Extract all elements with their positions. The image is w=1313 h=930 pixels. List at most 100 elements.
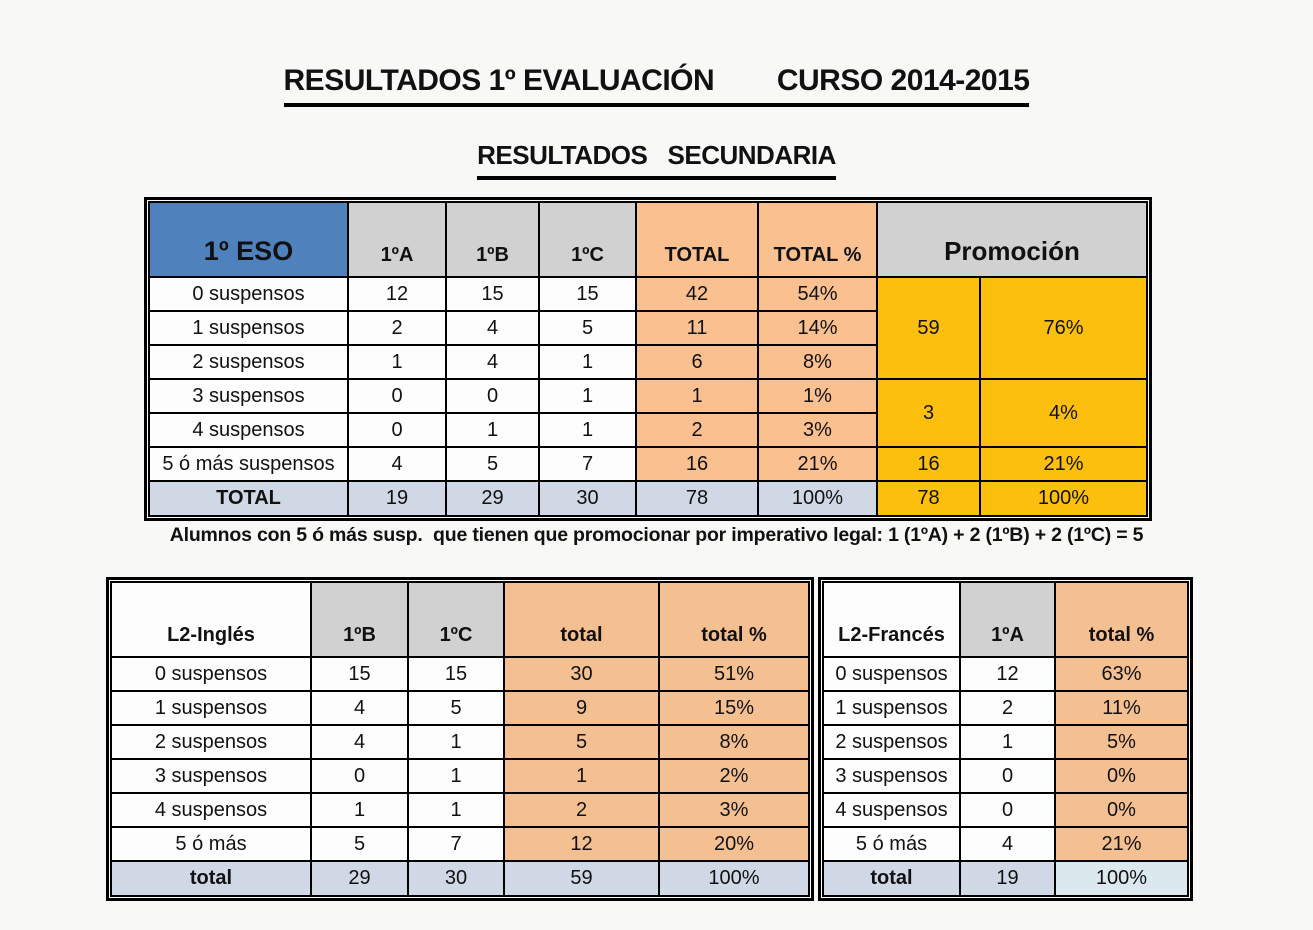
cell-total-pct: 0% bbox=[1054, 792, 1189, 828]
cell-total-pct: 54% bbox=[757, 276, 878, 312]
promo-pct-block: 21% bbox=[979, 446, 1148, 482]
cell-1a: 2 bbox=[347, 310, 447, 346]
cell-1c: 7 bbox=[407, 826, 505, 862]
cell-1a: 4 bbox=[347, 446, 447, 482]
promo-count-block: 3 bbox=[876, 378, 981, 448]
row-label: 4 suspensos bbox=[148, 412, 349, 448]
cell-total-pct: 51% bbox=[658, 656, 810, 692]
cell-1c: 15 bbox=[538, 276, 637, 312]
cell-1c: 1 bbox=[407, 792, 505, 828]
table-row: 2 suspensos 1 4 1 6 8% bbox=[148, 344, 1147, 380]
total-row: TOTAL 19 29 30 78 100% 78 100% bbox=[148, 480, 1148, 517]
table-row: 0 suspensos 15 15 30 51% bbox=[110, 656, 810, 692]
cell-1c: 5 bbox=[407, 690, 505, 726]
page-subtitle-text: RESULTADOS SECUNDARIA bbox=[477, 140, 836, 180]
cell-total-pct: 8% bbox=[757, 344, 878, 380]
total-row: total 19 100% bbox=[822, 860, 1189, 897]
cell-1a: 4 bbox=[959, 826, 1056, 862]
english-results-table: L2-Inglés 1ºB 1ºC total total % 0 suspen… bbox=[106, 577, 814, 901]
cell-1a: 0 bbox=[347, 412, 447, 448]
table-row: 3 suspensos 0 1 1 2% bbox=[110, 758, 810, 794]
row-label: 3 suspensos bbox=[110, 758, 312, 794]
cell-1b: 0 bbox=[445, 378, 540, 414]
cell-total-1c: 30 bbox=[407, 860, 505, 897]
total-row-label: TOTAL bbox=[148, 480, 349, 517]
table-row: 5 ó más 4 21% bbox=[822, 826, 1189, 862]
cell-total: 11 bbox=[635, 310, 759, 346]
promo-total-pct: 100% bbox=[979, 480, 1148, 517]
row-label: 0 suspensos bbox=[110, 656, 312, 692]
cell-1b: 4 bbox=[445, 344, 540, 380]
cell-1a: 0 bbox=[959, 792, 1056, 828]
cell-1b: 15 bbox=[445, 276, 540, 312]
cell-1a: 12 bbox=[347, 276, 447, 312]
row-label: 5 ó más suspensos bbox=[148, 446, 349, 482]
cell-1c: 5 bbox=[538, 310, 637, 346]
cell-1b: 15 bbox=[310, 656, 409, 692]
cell-total: 5 bbox=[503, 724, 660, 760]
promo-total-count: 78 bbox=[876, 480, 981, 517]
row-label: 3 suspensos bbox=[148, 378, 349, 414]
cell-total: 6 bbox=[635, 344, 759, 380]
table-row: 5 ó más suspensos 4 5 7 16 21% 16 21% bbox=[148, 446, 1148, 482]
row-label: 2 suspensos bbox=[110, 724, 312, 760]
row-label: 5 ó más bbox=[822, 826, 961, 862]
col-header-total-pct: total % bbox=[658, 581, 810, 658]
cell-1b: 4 bbox=[310, 690, 409, 726]
cell-1c: 1 bbox=[407, 758, 505, 794]
cell-total-pct: 20% bbox=[658, 826, 810, 862]
eso-results-table: 1º ESO 1ºA 1ºB 1ºC TOTAL TOTAL % Promoci… bbox=[144, 197, 1152, 521]
cell-1b: 0 bbox=[310, 758, 409, 794]
cell-1b: 5 bbox=[445, 446, 540, 482]
table-row: 3 suspensos 0 0% bbox=[822, 758, 1189, 794]
corner-header-french: L2-Francés bbox=[822, 581, 961, 658]
cell-1b: 1 bbox=[310, 792, 409, 828]
row-label: 3 suspensos bbox=[822, 758, 961, 794]
row-label: 1 suspensos bbox=[110, 690, 312, 726]
cell-total-1c: 30 bbox=[538, 480, 637, 517]
col-header-1c: 1ºC bbox=[407, 581, 505, 658]
cell-total-1b: 29 bbox=[310, 860, 409, 897]
cell-total-1a: 19 bbox=[347, 480, 447, 517]
cell-1b: 1 bbox=[445, 412, 540, 448]
cell-total-pct: 100% bbox=[658, 860, 810, 897]
cell-total-pct: 8% bbox=[658, 724, 810, 760]
row-label: 1 suspensos bbox=[822, 690, 961, 726]
table-row: 0 suspensos 12 15 15 42 54% 59 76% bbox=[148, 276, 1148, 380]
col-header-1a: 1ºA bbox=[347, 201, 447, 278]
cell-1c: 1 bbox=[538, 412, 637, 448]
table-header-row: L2-Francés 1ºA total % bbox=[822, 581, 1189, 658]
cell-total: 12 bbox=[503, 826, 660, 862]
cell-total-pct: 14% bbox=[757, 310, 878, 346]
promo-pct-block: 4% bbox=[979, 378, 1148, 448]
col-header-1b: 1ºB bbox=[310, 581, 409, 658]
cell-total-pct: 63% bbox=[1054, 656, 1189, 692]
cell-total: 30 bbox=[503, 656, 660, 692]
total-row-label: total bbox=[110, 860, 312, 897]
row-label: 2 suspensos bbox=[822, 724, 961, 760]
row-label: 0 suspensos bbox=[148, 276, 349, 312]
cell-total: 2 bbox=[635, 412, 759, 448]
table-row: 0 suspensos 12 63% bbox=[822, 656, 1189, 692]
col-header-promocion: Promoción bbox=[876, 201, 1148, 278]
cell-total-pct: 100% bbox=[1054, 860, 1189, 897]
table-row: 3 suspensos 0 0 1 1 1% 3 4% bbox=[148, 378, 1148, 448]
total-row-label: total bbox=[822, 860, 961, 897]
cell-1a: 1 bbox=[347, 344, 447, 380]
total-row: total 29 30 59 100% bbox=[110, 860, 810, 897]
row-label: 4 suspensos bbox=[110, 792, 312, 828]
table-row: 4 suspensos 0 1 1 2 3% bbox=[148, 412, 1147, 448]
cell-total-pct: 0% bbox=[1054, 758, 1189, 794]
cell-1c: 1 bbox=[538, 378, 637, 414]
cell-1a: 1 bbox=[959, 724, 1056, 760]
cell-total-pct: 1% bbox=[757, 378, 878, 414]
cell-total: 1 bbox=[635, 378, 759, 414]
table-row: 2 suspensos 1 5% bbox=[822, 724, 1189, 760]
cell-total: 16 bbox=[635, 446, 759, 482]
cell-1a: 2 bbox=[959, 690, 1056, 726]
table-row: 4 suspensos 0 0% bbox=[822, 792, 1189, 828]
cell-1b: 4 bbox=[310, 724, 409, 760]
col-header-1c: 1ºC bbox=[538, 201, 637, 278]
cell-total: 1 bbox=[503, 758, 660, 794]
cell-total-pct: 21% bbox=[1054, 826, 1189, 862]
